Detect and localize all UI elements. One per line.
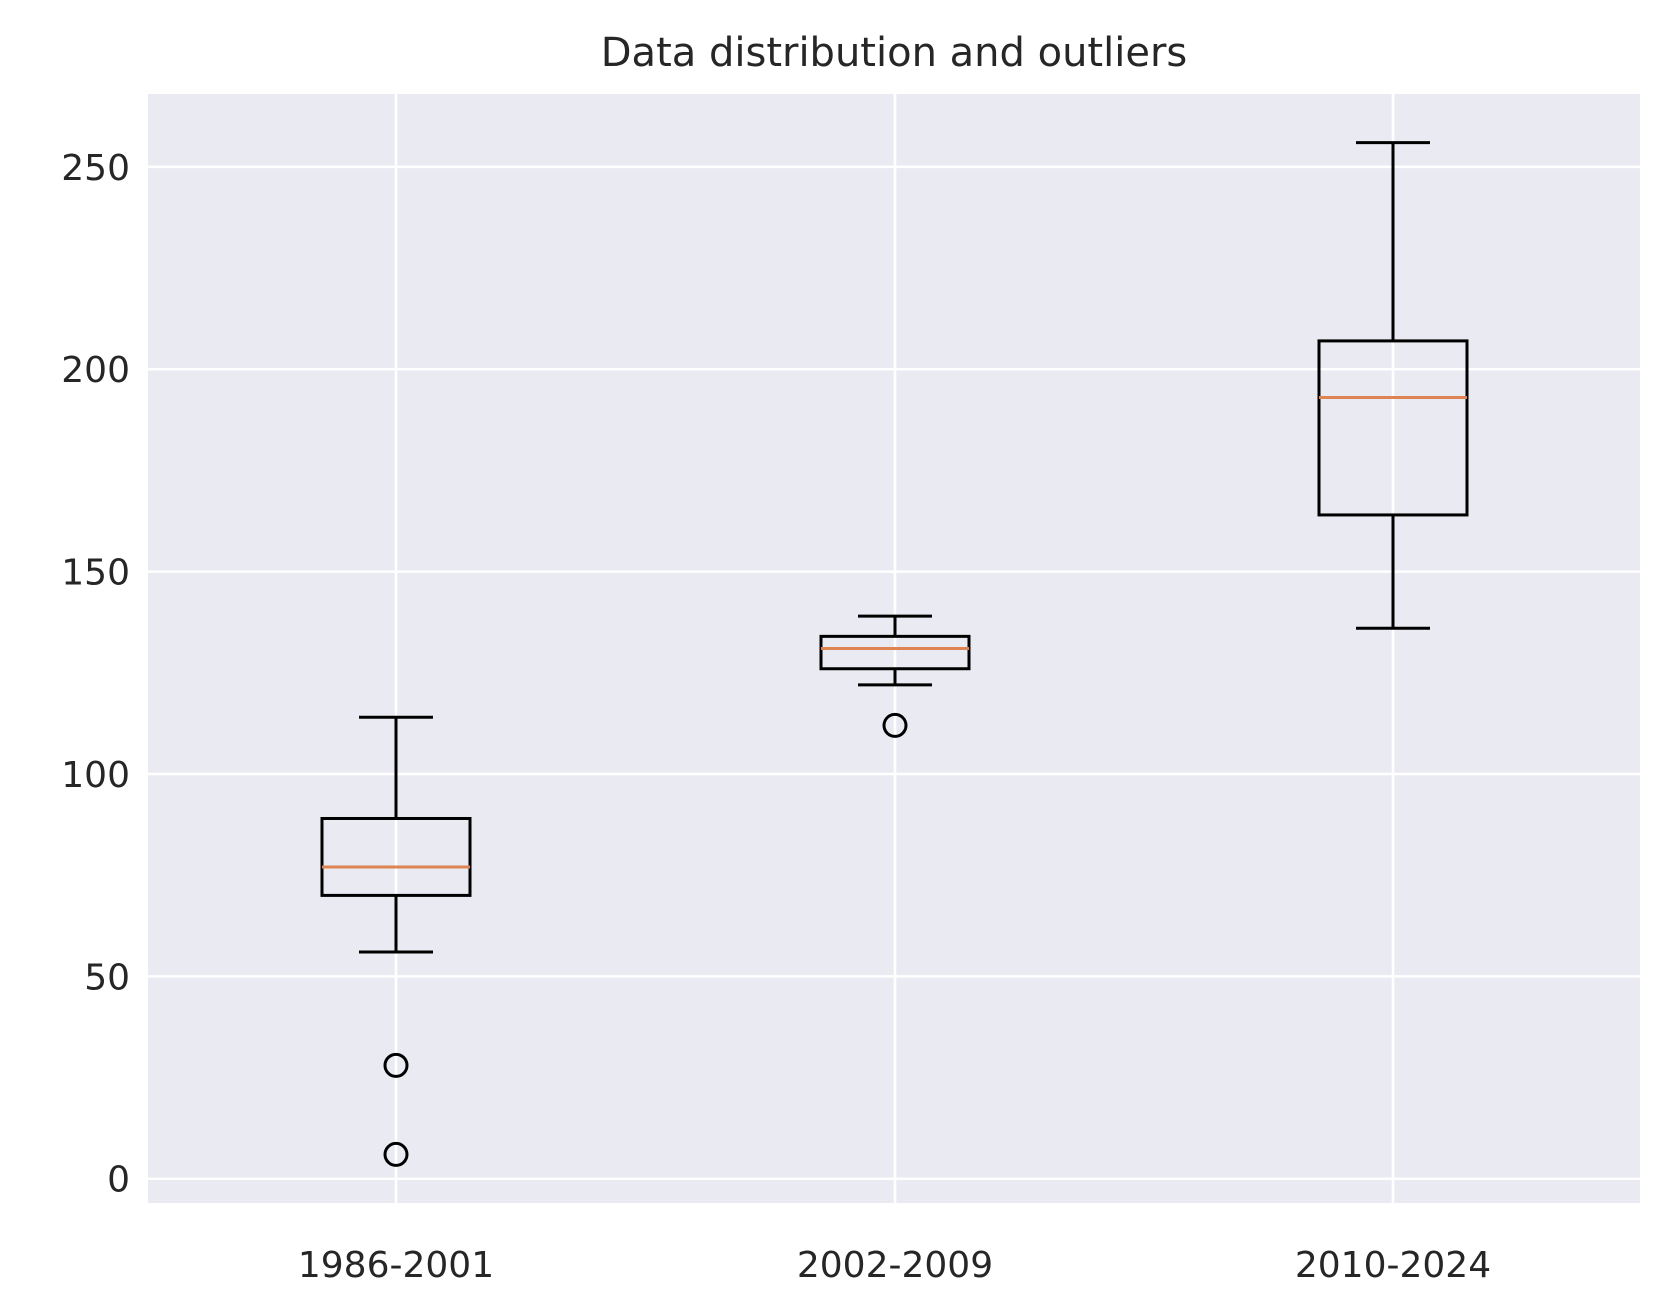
iqr-box	[819, 634, 971, 671]
iqr-box	[320, 816, 472, 897]
x-tick-labels: 1986-2001 2002-2009 2010-2024	[298, 1245, 1491, 1286]
outlier-point	[383, 1052, 409, 1078]
outlier-point	[383, 1141, 409, 1167]
y-tick-label: 250	[61, 148, 130, 189]
box-group	[1317, 141, 1469, 630]
x-tick-label: 1986-2001	[298, 1245, 494, 1286]
y-tick-label: 200	[61, 350, 130, 391]
outlier-point	[882, 712, 908, 738]
chart-title: Data distribution and outliers	[601, 30, 1187, 76]
x-tick-label: 2002-2009	[797, 1245, 993, 1286]
boxes	[320, 141, 1469, 1167]
box-group	[819, 614, 971, 738]
y-tick-label: 0	[107, 1160, 130, 1201]
y-tick-labels: 0 50 100 150 200 250	[61, 148, 130, 1201]
y-tick-label: 50	[84, 957, 130, 998]
y-tick-label: 150	[61, 553, 130, 594]
iqr-box	[1317, 339, 1469, 517]
x-tick-label: 2010-2024	[1295, 1245, 1491, 1286]
y-tick-label: 100	[61, 755, 130, 796]
box-group	[320, 715, 472, 1167]
